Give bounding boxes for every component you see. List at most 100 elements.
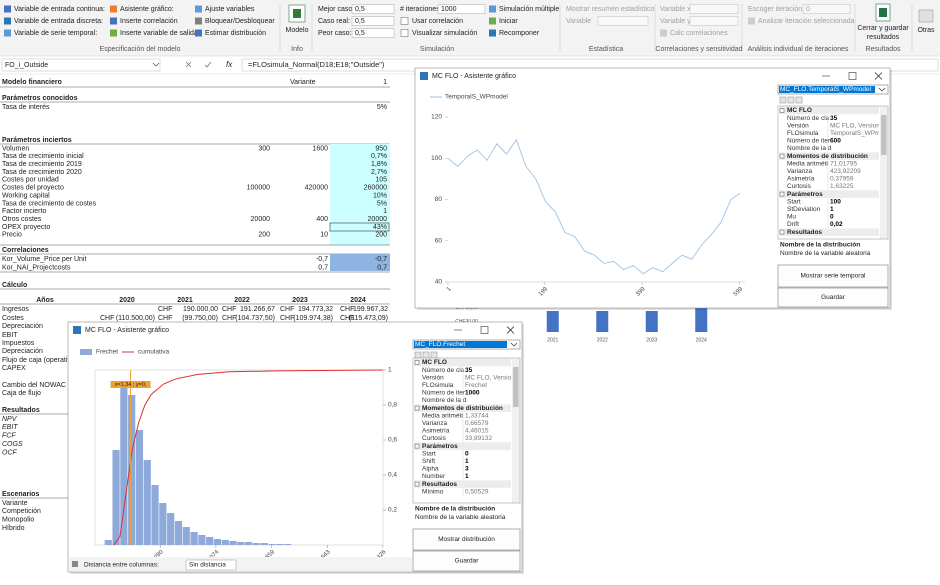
ribbon-button[interactable]: Bloquear/Desbloquear (205, 18, 275, 25)
cell: Precio (2, 232, 22, 239)
cell: 200 (258, 232, 270, 239)
cell: Modelo financiero (2, 79, 62, 86)
cell: CHF (340, 306, 354, 313)
marker-label: x=1,34 ; y=0, (115, 382, 147, 388)
cell: FCF (2, 433, 16, 440)
ribbon-button[interactable]: resultados (867, 34, 900, 41)
button-label[interactable]: Mostrar serie temporal (800, 273, 866, 280)
button-label[interactable]: Guardar (455, 558, 480, 565)
cell: (110.500,00) (116, 315, 155, 322)
cell: CHF (100, 315, 114, 322)
property-value: 1 (465, 458, 469, 465)
histogram-bar (198, 535, 206, 545)
scrollbar-thumb[interactable] (881, 115, 887, 155)
property-value: 35 (465, 367, 473, 374)
cell: Tasa de interés (2, 104, 50, 111)
collapse-toggle[interactable] (414, 405, 420, 411)
property-value: 71,01795 (830, 160, 857, 167)
scrollbar-thumb[interactable] (513, 367, 519, 407)
checkbox[interactable] (400, 17, 409, 25)
cell: Kor_NAI_Projectcosts (2, 264, 71, 271)
close-button[interactable] (506, 326, 515, 334)
ribbon-button[interactable]: Recomponer (499, 30, 540, 37)
button-label[interactable]: Guardar (821, 294, 846, 301)
function-button[interactable]: fx (226, 60, 233, 69)
ribbon-button[interactable]: Asistente gráfico: (120, 6, 174, 13)
ribbon-icon (195, 17, 202, 25)
collapse-toggle[interactable] (779, 229, 785, 235)
input[interactable] (437, 4, 486, 14)
input[interactable] (351, 4, 395, 14)
cancel-icon[interactable] (185, 61, 192, 68)
button[interactable] (777, 264, 889, 288)
maximize-button[interactable] (848, 72, 857, 80)
toolbar-icon[interactable] (422, 351, 430, 359)
property-value: 0,50529 (465, 488, 489, 495)
ribbon-button[interactable]: Iniciar (499, 18, 518, 25)
enter-icon[interactable] (204, 61, 212, 68)
ribbon-button[interactable]: Inserte variable de salida (120, 30, 198, 37)
checkbox[interactable] (400, 29, 409, 37)
name-box-text: FO_i_Outside (5, 62, 48, 69)
histogram-bar (174, 521, 183, 545)
ribbon-button[interactable]: Cerrar y guardar (857, 25, 909, 32)
ribbon-button[interactable]: Inserte correlación (120, 18, 178, 25)
x-tick-label: 1 (446, 286, 453, 293)
ribbon-icon (110, 5, 117, 13)
close-button[interactable] (874, 72, 883, 80)
ribbon-button[interactable]: Variable de entrada continua: (14, 6, 105, 13)
ribbon-button[interactable]: Estimar distribución (205, 30, 266, 37)
ribbon-button[interactable]: Variable de serie temporal: (14, 30, 97, 37)
button[interactable] (412, 528, 521, 551)
collapse-toggle[interactable] (414, 443, 420, 449)
field-label: Variable x (660, 6, 691, 13)
toolbar-icon[interactable] (779, 96, 787, 104)
ribbon-button[interactable]: Otras (917, 27, 935, 34)
section-title: Parámetros inciertos (2, 137, 72, 144)
maximize-button[interactable] (480, 326, 489, 334)
dropdown[interactable] (185, 559, 237, 571)
button[interactable] (412, 550, 521, 572)
cell: Costes (2, 315, 24, 322)
collapse-toggle[interactable] (414, 360, 420, 365)
column-header: 2022 (234, 297, 250, 304)
histogram-bar (120, 385, 128, 545)
toolbar-icon[interactable] (414, 351, 422, 359)
button-label[interactable]: Mostrar distribución (438, 536, 495, 543)
histogram-bar (143, 460, 151, 545)
collapse-toggle[interactable] (779, 108, 785, 113)
cell: 190.000,00 (183, 306, 218, 313)
section-title: Resultados (422, 481, 457, 488)
section-row (778, 190, 879, 198)
ribbon-button[interactable]: Variable de entrada discreta: (14, 18, 103, 25)
histogram-bar (206, 537, 214, 545)
section-title: Parámetros (787, 191, 823, 198)
input (802, 4, 851, 14)
selection-highlight (779, 86, 875, 93)
button[interactable] (777, 287, 889, 308)
cell: CHF (222, 315, 236, 322)
collapse-toggle[interactable] (779, 153, 785, 159)
ribbon-button[interactable]: Simulación múltiple (499, 6, 559, 13)
toolbar-icon[interactable] (795, 96, 803, 104)
input[interactable] (351, 16, 395, 26)
section-title: MC FLO (422, 359, 447, 366)
toolbar-icon[interactable] (430, 351, 438, 359)
collapse-toggle[interactable] (414, 481, 420, 487)
cell: Tasa de crecimiento inicial (2, 153, 84, 160)
toolbar-icon[interactable] (787, 96, 795, 104)
name-box[interactable] (1, 58, 161, 72)
y2-tick-label: 1 (388, 367, 392, 374)
input[interactable] (351, 28, 395, 38)
cumulative-line (113, 369, 383, 546)
ribbon-button[interactable]: Modelo (286, 27, 309, 34)
histogram-bar (221, 540, 229, 545)
section-title: Momentos de distribución (422, 405, 503, 412)
collapse-toggle[interactable] (779, 191, 785, 197)
section-title: Cálculo (2, 282, 27, 289)
ribbon-icon (4, 29, 11, 37)
marker-label-bg (110, 381, 151, 388)
property-name: Alpha (422, 466, 439, 473)
ribbon-button[interactable]: Ajuste variables (205, 6, 255, 13)
cell: 1600 (312, 145, 328, 152)
